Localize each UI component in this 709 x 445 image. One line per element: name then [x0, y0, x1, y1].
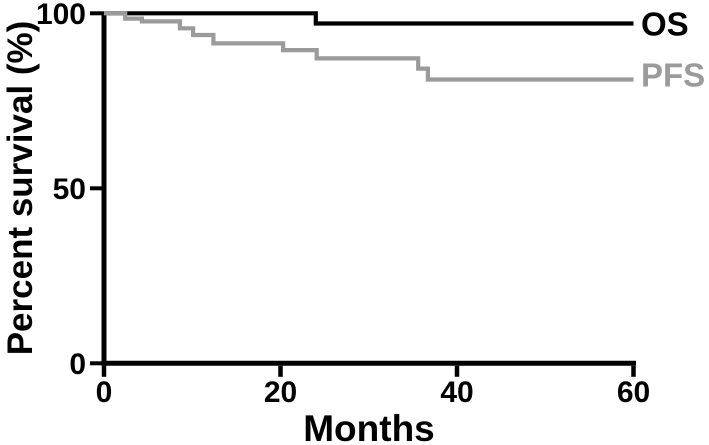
series-label-os: OS	[641, 5, 689, 43]
x-axis-title: Months	[303, 408, 435, 445]
x-tick-label-0: 0	[96, 376, 113, 409]
y-tick-label-50: 50	[53, 173, 86, 206]
curve-os	[104, 11, 634, 26]
y-tick-label-0: 0	[69, 348, 86, 381]
x-tick-label-40: 40	[440, 376, 473, 409]
x-tick-label-20: 20	[264, 376, 297, 409]
x-tick-label-60: 60	[617, 376, 650, 409]
y-tick-label-100: 100	[36, 0, 86, 31]
y-axis-title: Percent survival (%)	[1, 20, 40, 356]
curve-pfs	[104, 11, 634, 82]
series-label-pfs: PFS	[641, 56, 706, 94]
